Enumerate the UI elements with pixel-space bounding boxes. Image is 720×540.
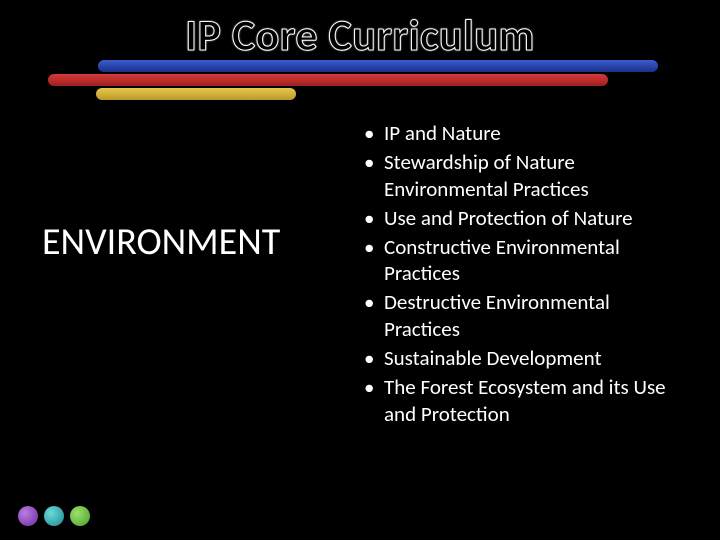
accent-bar-yellow	[96, 88, 296, 100]
slide-title: IP Core Curriculum	[0, 8, 720, 62]
list-item: Destructive Environmental Practices	[360, 289, 690, 343]
list-item: Sustainable Development	[360, 345, 690, 372]
list-item: Stewardship of Nature Environmental Prac…	[360, 149, 690, 203]
dot-teal-icon	[44, 506, 64, 526]
list-item: Use and Protection of Nature	[360, 205, 690, 232]
section-heading: ENVIRONMENT	[42, 222, 322, 264]
dot-purple-icon	[18, 506, 38, 526]
dot-green-icon	[70, 506, 90, 526]
bullet-list: IP and Nature Stewardship of Nature Envi…	[360, 120, 690, 430]
list-item: Constructive Environmental Practices	[360, 234, 690, 288]
accent-bar-blue	[98, 60, 658, 72]
decorative-dots	[18, 506, 90, 526]
list-item: IP and Nature	[360, 120, 690, 147]
accent-bar-red	[48, 74, 608, 86]
list-item: The Forest Ecosystem and its Use and Pro…	[360, 374, 690, 428]
